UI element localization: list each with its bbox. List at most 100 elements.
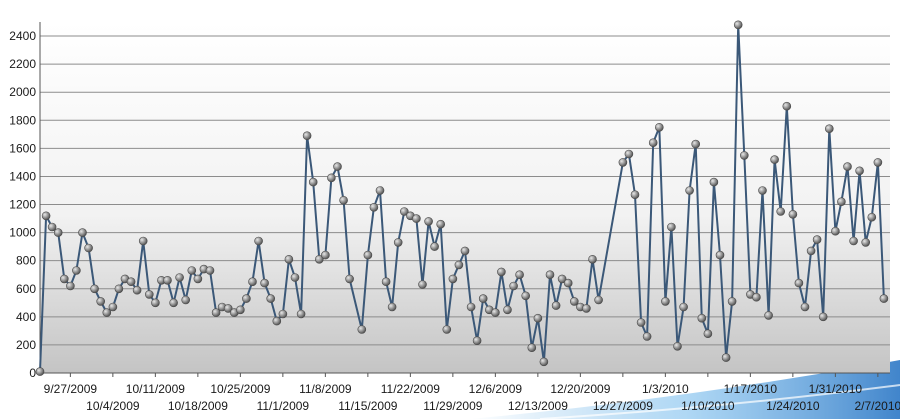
data-point: [588, 254, 597, 264]
data-point: [369, 203, 379, 212]
data-point: [412, 214, 421, 223]
data-point: [266, 294, 276, 303]
data-point: [636, 318, 646, 327]
x-tick-label: 12/27/2009: [593, 399, 653, 413]
x-tick-label: 11/29/2009: [423, 399, 482, 413]
data-point: [873, 158, 883, 167]
data-point: [363, 250, 373, 260]
data-point: [35, 367, 45, 376]
data-point: [697, 313, 707, 323]
data-point: [393, 238, 403, 247]
y-tick-label: 400: [16, 310, 36, 324]
data-point: [472, 336, 482, 346]
data-point: [642, 332, 652, 341]
data-point: [824, 124, 834, 133]
data-point: [132, 285, 142, 295]
data-point: [381, 277, 391, 287]
data-point: [879, 294, 889, 303]
x-tick-label: 1/31/2010: [809, 382, 863, 396]
data-point: [430, 242, 439, 251]
x-tick-label: 11/22/2009: [381, 382, 440, 396]
x-tick-label: 11/15/2009: [338, 399, 397, 413]
data-point: [788, 210, 798, 219]
data-point: [53, 228, 63, 237]
data-point: [333, 162, 342, 171]
data-point: [764, 311, 773, 320]
data-point: [521, 291, 531, 301]
data-point: [254, 236, 263, 246]
data-point: [278, 309, 288, 319]
data-point: [691, 139, 701, 149]
data-point: [308, 177, 318, 187]
y-tick-label: 2200: [9, 57, 36, 71]
series-line: [39, 23, 885, 372]
data-point: [375, 186, 385, 195]
data-point: [800, 302, 810, 312]
x-tick-label: 2/7/2010: [854, 399, 900, 413]
x-tick-label: 12/6/2009: [469, 382, 523, 396]
data-point: [90, 284, 99, 294]
data-point: [673, 341, 682, 351]
x-tick-label: 9/27/2009: [44, 382, 98, 396]
data-point: [314, 254, 324, 264]
data-point: [594, 295, 603, 305]
data-point: [855, 166, 864, 176]
data-point: [290, 273, 300, 282]
x-tick-label: 1/3/2010: [642, 382, 689, 396]
x-tick-label: 11/8/2009: [299, 382, 352, 396]
data-point: [448, 274, 458, 284]
data-point: [551, 301, 561, 310]
data-point: [654, 123, 664, 132]
y-tick-label: 2400: [9, 29, 36, 43]
series-markers: [35, 20, 889, 376]
x-tick-label: 10/18/2009: [168, 399, 228, 413]
data-point: [685, 186, 694, 195]
data-point: [630, 190, 640, 199]
data-point: [102, 308, 112, 317]
y-tick-label: 2000: [9, 85, 36, 99]
data-point: [491, 308, 500, 317]
data-point: [703, 329, 713, 339]
x-tick-label: 10/4/2009: [86, 399, 140, 413]
data-point: [648, 138, 658, 147]
y-tick-label: 600: [16, 282, 36, 296]
data-point: [387, 302, 397, 312]
data-point: [569, 297, 579, 306]
y-tick-label: 1000: [9, 226, 36, 240]
data-point: [478, 294, 488, 303]
data-point: [78, 228, 87, 237]
data-point: [187, 266, 197, 275]
data-point: [582, 304, 591, 313]
data-point: [831, 226, 840, 236]
data-point: [424, 217, 433, 226]
data-point: [296, 309, 306, 319]
data-point: [151, 298, 160, 308]
data-point: [126, 277, 136, 287]
data-point: [108, 302, 118, 312]
data-point: [302, 131, 312, 140]
data-point: [66, 281, 75, 291]
data-point: [72, 266, 81, 275]
data-point: [812, 235, 822, 244]
data-point: [727, 297, 737, 306]
data-point: [861, 238, 871, 247]
data-point: [533, 313, 543, 323]
x-tick-label: 1/10/2010: [681, 399, 735, 413]
y-tick-label: 0: [29, 366, 36, 380]
data-point: [163, 275, 172, 285]
data-point: [624, 149, 634, 159]
plot-area: [40, 22, 890, 373]
x-tick-label: 1/17/2010: [724, 382, 778, 396]
data-point: [849, 236, 858, 246]
data-point: [679, 302, 688, 312]
data-point: [145, 290, 154, 299]
data-point: [563, 278, 573, 288]
data-point: [242, 294, 251, 303]
data-point: [284, 254, 294, 264]
data-point: [454, 260, 464, 270]
data-point: [739, 151, 749, 160]
data-point: [169, 298, 178, 308]
data-point: [272, 316, 282, 326]
x-tick-label: 12/13/2009: [508, 399, 568, 413]
